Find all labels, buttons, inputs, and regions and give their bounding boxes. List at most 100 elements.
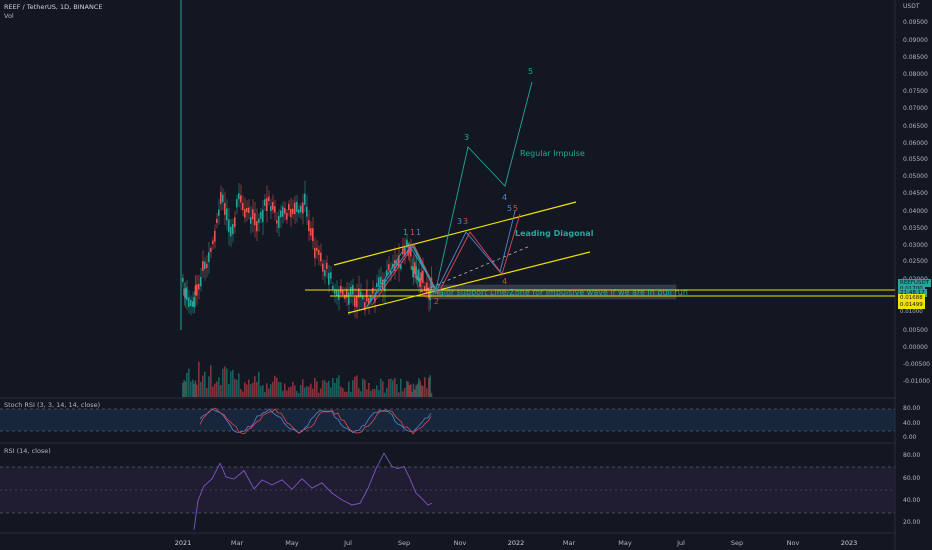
volume-bar: [248, 379, 250, 397]
volume-bar: [274, 375, 276, 397]
volume-bar: [344, 391, 346, 397]
candle-body: [346, 288, 348, 298]
wave-label: 3: [457, 217, 463, 226]
volume-bar: [374, 389, 376, 397]
volume-bar: [232, 369, 234, 397]
volume-bar: [262, 385, 264, 397]
volume-bar: [318, 392, 320, 397]
candle-body: [276, 220, 278, 224]
volume-bar: [428, 377, 430, 397]
volume-bar: [222, 368, 224, 397]
volume-bar: [280, 382, 282, 397]
volume-bar: [312, 388, 314, 397]
candle-body: [234, 217, 236, 228]
rsi-label[interactable]: RSI (14, close): [4, 447, 51, 455]
symbol-title[interactable]: REEF / TetherUS, 1D, BINANCE: [4, 3, 103, 11]
volume-bar: [242, 391, 244, 397]
volume-bar: [430, 392, 433, 397]
candle-body: [415, 266, 417, 279]
candle-body: [302, 202, 304, 214]
candle-body: [350, 286, 352, 296]
candle-body: [298, 209, 300, 214]
candle-body: [242, 202, 244, 210]
volume-bar: [202, 375, 204, 397]
price-tick: -0.01000: [903, 378, 930, 385]
volume-bar: [358, 388, 360, 397]
support-zone-label: Major support Line/Zone for impulsive wa…: [432, 288, 688, 297]
volume-bar: [416, 383, 419, 397]
volume-bar: [256, 381, 258, 397]
candle-body: [226, 208, 228, 221]
volume-bar: [286, 390, 288, 397]
time-tick: 2021: [174, 539, 192, 547]
volume-bar: [296, 391, 298, 397]
candle-body: [218, 209, 220, 216]
candle-body: [232, 224, 234, 235]
volume-bar: [240, 389, 242, 397]
candle-body: [411, 265, 413, 271]
time-tick: Jul: [344, 539, 352, 547]
candle-body: [348, 292, 350, 305]
channel-midline: [419, 245, 531, 293]
candle-body: [422, 270, 424, 284]
volume-bar: [284, 383, 286, 397]
volume-bar: [182, 382, 184, 397]
volume-bar: [324, 380, 326, 397]
candle-body: [418, 269, 420, 282]
volume-label: Vol: [4, 12, 14, 20]
volume-bar: [216, 381, 218, 397]
volume-bar: [382, 381, 384, 397]
volume-bar: [314, 377, 316, 397]
stoch-d-line: [199, 407, 432, 435]
volume-bar: [276, 377, 278, 397]
candle-body: [244, 209, 246, 218]
volume-bar: [214, 383, 216, 397]
volume-bar: [354, 376, 356, 397]
volume-bar: [372, 388, 374, 397]
candle-body: [222, 194, 224, 203]
volume-bar: [292, 381, 294, 397]
volume-bar: [370, 390, 372, 397]
rsi-tick: 40.00: [903, 497, 921, 504]
candle-body: [296, 201, 298, 212]
volume-bar: [412, 383, 415, 397]
volume-bar: [418, 378, 420, 397]
candle-body: [294, 202, 296, 215]
volume-bar: [310, 383, 312, 397]
price-tick: 0.08000: [903, 71, 928, 78]
candle-body: [356, 295, 358, 308]
candle-body: [304, 193, 306, 205]
candle-body: [318, 250, 320, 255]
volume-bar: [378, 389, 380, 397]
volume-bar: [250, 384, 252, 397]
volume-bar: [300, 385, 302, 397]
price-tick: 0.07000: [903, 105, 928, 112]
wave-label: 5: [513, 204, 519, 213]
price-tick: 0.06500: [903, 123, 928, 130]
time-tick: Nov: [786, 539, 800, 547]
volume-bar: [218, 377, 220, 397]
time-tick: Mar: [562, 539, 576, 547]
volume-bar: [384, 392, 386, 397]
leading-diagonal-blue-path: [365, 210, 516, 309]
wave-label: 1: [403, 228, 409, 237]
candle-body: [316, 247, 318, 251]
volume-bar: [272, 381, 274, 397]
volume-bar: [420, 385, 423, 397]
volume-bar: [306, 386, 308, 397]
price-tick: 0.03000: [903, 242, 928, 249]
leading-diagonal-label: Leading Diagonal: [515, 229, 594, 238]
stoch-rsi-label[interactable]: Stoch RSI (3, 3, 14, 14, close): [4, 401, 101, 409]
candle-body: [196, 284, 198, 296]
candle-body: [416, 275, 419, 281]
volume-bar: [350, 391, 352, 397]
rsi-tick: 80.00: [903, 452, 921, 459]
wave-2-leg: [413, 246, 437, 292]
candle-body: [364, 302, 366, 311]
price-tag: 0.01000: [900, 309, 923, 315]
volume-bar: [220, 385, 222, 397]
stoch-tick: 0.00: [903, 434, 917, 441]
volume-bar: [415, 385, 417, 397]
volume-bar: [388, 379, 390, 397]
